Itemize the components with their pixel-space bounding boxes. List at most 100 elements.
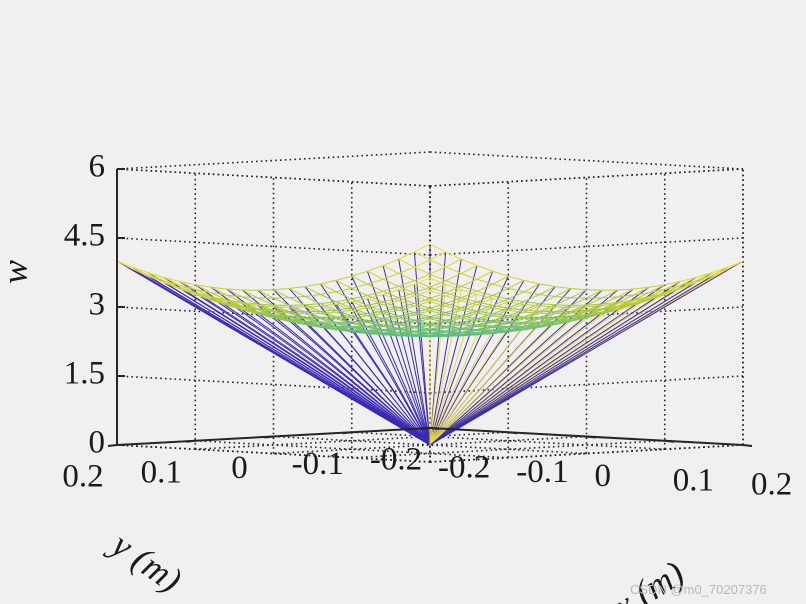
surface-mesh-line: [492, 304, 509, 309]
surface-mesh-line: [179, 281, 196, 290]
surface-mesh-line: [257, 303, 274, 311]
surface-mesh-line: [508, 329, 524, 333]
surface-mesh-line: [429, 305, 446, 312]
surface-mesh-line: [633, 299, 650, 306]
surface-mesh-line: [382, 312, 399, 319]
surface-mesh-line: [461, 322, 478, 326]
surface-mesh-line: [523, 310, 540, 318]
surface-mesh-line: [476, 310, 493, 315]
surface-mesh-line: [367, 325, 384, 331]
surface-mesh-line: [304, 323, 321, 327]
surface-mesh-line: [257, 312, 274, 316]
surface-mesh-line: [398, 292, 415, 299]
surface-mesh-line: [320, 301, 337, 305]
surface-mesh-line: [633, 286, 650, 296]
surface-mesh-line: [398, 327, 415, 331]
surface-mesh-line: [570, 310, 587, 313]
surface-mesh-line: [367, 304, 384, 309]
surface-mesh-line: [445, 289, 462, 297]
surface-mesh-line: [398, 319, 415, 324]
x-tick-mark: [508, 431, 518, 435]
surface-mesh-line: [633, 286, 650, 290]
surface-mesh-line: [523, 318, 540, 325]
surface-mesh-line: [414, 292, 431, 299]
surface-mesh-line: [602, 303, 618, 307]
surface-mesh-line: [367, 278, 384, 285]
surface-mesh-line: [335, 279, 352, 289]
y-tick-mark: [107, 444, 118, 447]
watermark: CSDN @m0_70207376: [630, 582, 767, 597]
surface-edge-line: [429, 298, 494, 446]
surface-edge-line: [398, 259, 431, 446]
y-tick-label: -0.1: [292, 446, 344, 482]
surface-mesh-line: [273, 288, 290, 291]
surface-edge-line: [163, 277, 431, 446]
surface-mesh-line: [617, 299, 634, 303]
surface-mesh-line: [617, 288, 634, 291]
surface-mesh-line: [414, 280, 431, 288]
surface-mesh-line: [539, 323, 556, 327]
surface-mesh-line: [382, 315, 399, 320]
surface-mesh-line: [382, 309, 399, 314]
surface-mesh-line: [335, 323, 352, 329]
surface-mesh-line: [508, 303, 525, 311]
surface-mesh-line: [445, 309, 462, 316]
surface-mesh-line: [289, 319, 305, 323]
surface-mesh-line: [476, 312, 493, 317]
surface-mesh-line: [242, 309, 258, 315]
surface-mesh-line: [476, 332, 493, 336]
x-tick-mark: [429, 427, 440, 430]
surface-mesh-line: [586, 313, 603, 318]
surface-mesh-line: [523, 311, 540, 314]
surface-mesh-line: [601, 303, 618, 311]
surface-mesh-line: [304, 306, 321, 314]
surface-mesh-line: [351, 331, 368, 334]
surface-mesh-line: [320, 291, 337, 295]
surface-mesh-line: [195, 288, 212, 298]
surface-edge-line: [429, 284, 666, 446]
surface-edge-line: [413, 251, 431, 446]
surface-mesh-line: [382, 265, 399, 274]
surface-mesh-line: [461, 320, 478, 326]
surface-mesh-line: [633, 298, 650, 305]
surface-mesh-line: [304, 303, 321, 306]
surface-mesh-line: [382, 307, 399, 312]
surface-mesh-line: [320, 294, 337, 303]
surface-mesh-line: [602, 296, 618, 299]
x-tick-label: 0.1: [673, 462, 714, 498]
surface-mesh-line: [476, 307, 493, 314]
surface-mesh-line: [351, 298, 368, 306]
surface-mesh-line: [445, 331, 462, 334]
surface-mesh-line: [461, 318, 478, 324]
y-tick-label: 0.1: [141, 454, 182, 490]
surface-mesh-line: [304, 296, 321, 305]
surface-mesh-line: [429, 316, 446, 321]
surface-mesh-line: [351, 304, 368, 309]
surface-mesh-line: [429, 298, 446, 304]
surface-mesh-line: [226, 294, 243, 303]
surface-mesh-line: [414, 328, 431, 332]
surface-mesh-line: [210, 292, 227, 296]
surface-mesh-line: [695, 275, 712, 284]
z-axis-label: w: [0, 260, 34, 284]
surface-mesh-line: [335, 291, 352, 300]
surface-mesh-line: [445, 302, 462, 309]
surface-mesh-line: [570, 317, 587, 322]
surface-mesh-line: [429, 300, 446, 307]
surface-mesh-line: [195, 288, 212, 294]
surface-mesh-line: [539, 296, 556, 305]
surface-mesh-line: [273, 304, 290, 312]
surface-mesh-line: [273, 297, 290, 306]
surface-mesh-line: [680, 280, 697, 289]
surface-mesh-line: [382, 289, 399, 295]
surface-mesh-line: [398, 305, 415, 311]
surface-mesh-line: [508, 287, 525, 293]
surface-edge-line: [429, 272, 712, 446]
surface-mesh-line: [367, 295, 384, 303]
z-tick-label: 1.5: [64, 356, 105, 392]
surface-mesh-line: [257, 305, 274, 313]
surface-mesh-line: [680, 276, 697, 282]
surface-mesh-line: [476, 325, 493, 328]
surface-mesh-line: [320, 303, 337, 311]
surface-mesh-line: [320, 283, 337, 293]
